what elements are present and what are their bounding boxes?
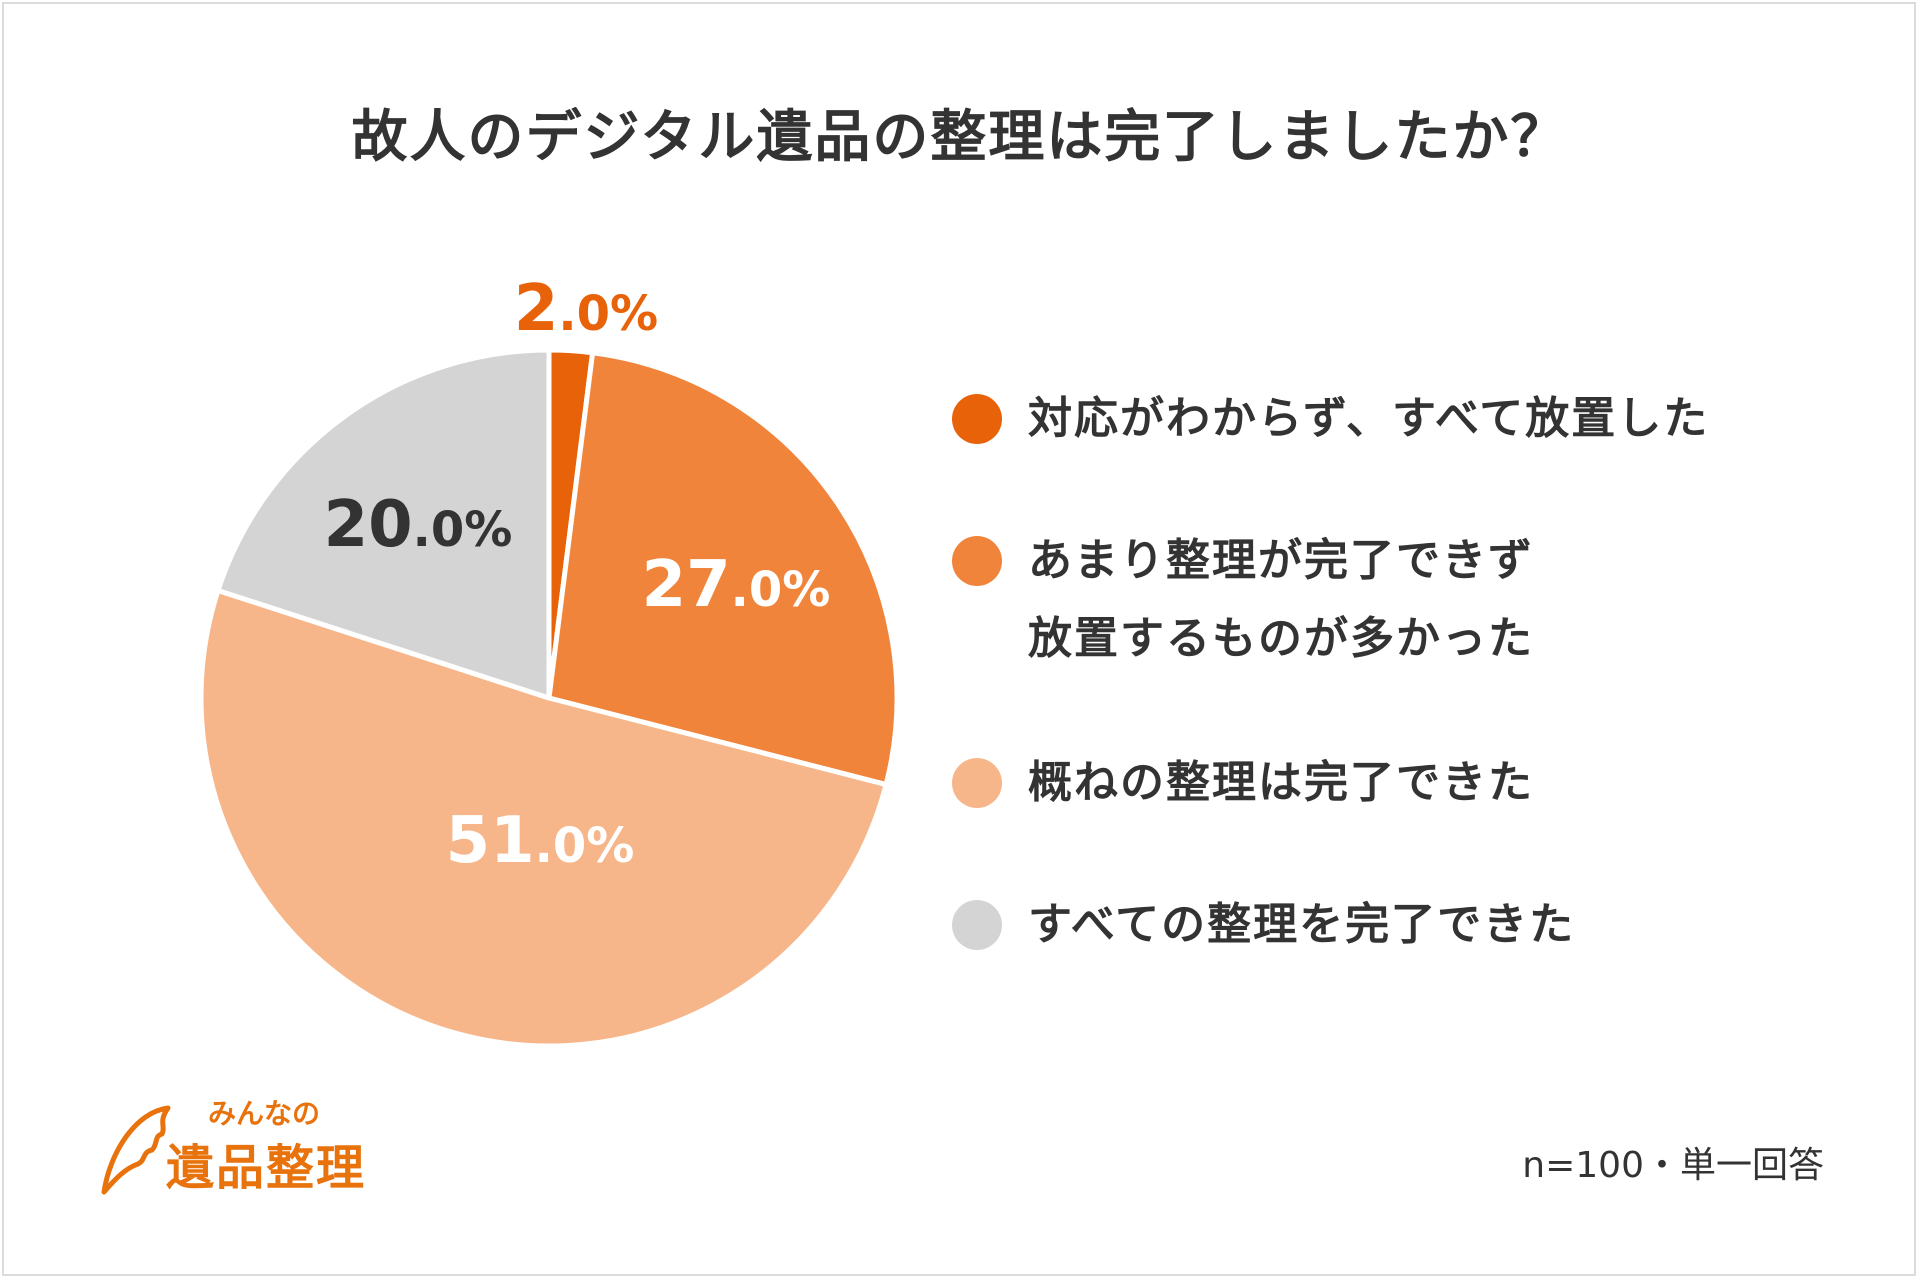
- legend-dot-2: [952, 758, 1002, 808]
- legend-dot-3: [952, 900, 1002, 950]
- pie-label-0: 2.0%: [514, 272, 658, 346]
- logo-top-text: みんなの: [208, 1097, 321, 1130]
- pie-label-2: 51.0%: [446, 804, 635, 878]
- legend-label-1: あまり整理が完了できず 放置するものが多かった: [1028, 535, 1534, 664]
- logo-main-text: 遺品整理: [166, 1140, 367, 1196]
- legend-label-0: 対応がわからず、すべて放置した: [1028, 393, 1710, 444]
- pie-label-1: 27.0%: [642, 548, 831, 622]
- legend-item-2: 概ねの整理は完了できた: [952, 744, 1534, 822]
- sample-footnote: n=100・単一回答: [1522, 1145, 1824, 1186]
- pie-slice-3: [215, 347, 552, 701]
- pie-slice-2: [198, 587, 889, 1049]
- wing-icon: [101, 1105, 171, 1195]
- legend-label-3: すべての整理を完了できた: [1028, 899, 1576, 950]
- legend-item-3: すべての整理を完了できた: [952, 886, 1575, 964]
- brand-logo: みんなの 遺品整理: [96, 1092, 416, 1202]
- legend-label-2: 概ねの整理は完了できた: [1028, 757, 1534, 808]
- pie-slice-1: [546, 350, 900, 788]
- pie-label-3: 20.0%: [324, 488, 513, 562]
- legend-item-0: 対応がわからず、すべて放置した: [952, 380, 1709, 458]
- legend-dot-1: [952, 536, 1002, 586]
- chart-title: 故人のデジタル遺品の整理は完了しましたか？: [351, 105, 1569, 170]
- legend-dot-0: [952, 394, 1002, 444]
- legend-item-1: あまり整理が完了できず 放置するものが多かった: [952, 522, 1534, 678]
